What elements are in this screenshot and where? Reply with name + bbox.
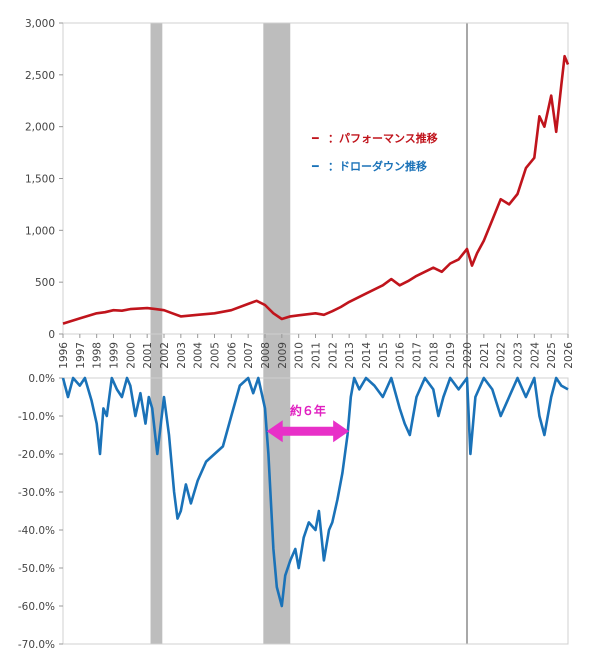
- xtick-label: 2023: [513, 342, 525, 369]
- annotation: 約６年: [266, 403, 350, 443]
- xtick-label: 2011: [311, 342, 323, 369]
- performance-line: [62, 54, 570, 325]
- legend-label: ：ドローダウン推移: [328, 159, 427, 173]
- grid: [62, 22, 569, 645]
- annotation-label: 約６年: [290, 403, 326, 418]
- xtick-label: 2017: [412, 342, 424, 369]
- xtick-label: 2022: [496, 342, 508, 369]
- xtick-label: 2024: [529, 342, 541, 369]
- bottom-ytick-label: -10.0%: [18, 411, 55, 423]
- top-plot-frame: [62, 22, 569, 335]
- xtick-label: 2001: [142, 342, 154, 369]
- xtick-label: 2016: [395, 342, 407, 369]
- xtick-label: 1998: [92, 342, 104, 369]
- axes: 0 500 1,000 1,500 2,000 2,500 3,000 0.0% -10.0% -…: [18, 18, 575, 651]
- legend-marker: ━: [311, 132, 319, 145]
- xtick-label: 2000: [125, 342, 137, 369]
- xtick-label: 2012: [327, 342, 339, 369]
- xtick-label: 2025: [546, 342, 558, 369]
- annotation-arrow-left-head: [266, 420, 283, 443]
- xtick-label: 1999: [109, 342, 121, 369]
- xtick-label: 2018: [428, 342, 440, 369]
- legend-marker: ━: [311, 160, 319, 173]
- top-ytick-label: 2,500: [25, 70, 55, 82]
- top-ytick-label: 0: [48, 329, 55, 341]
- xtick-label: 2026: [563, 342, 575, 369]
- top-ytick-label: 3,000: [25, 18, 55, 30]
- drawdown-line: [61, 376, 569, 608]
- xtick-label: 2009: [277, 342, 289, 369]
- xtick-label: 2013: [344, 342, 356, 369]
- xtick-label: 2006: [226, 342, 238, 369]
- xtick-label: 1997: [75, 342, 87, 369]
- top-ytick-label: 1,000: [25, 225, 55, 237]
- xtick-label: 2020: [462, 342, 474, 369]
- top-ytick-label: 500: [35, 277, 55, 289]
- xtick-label: 2004: [193, 342, 205, 369]
- xtick-label: 2010: [294, 342, 306, 369]
- bottom-ytick-label: -30.0%: [18, 487, 55, 499]
- bottom-ytick-label: -50.0%: [18, 563, 55, 575]
- xtick-label: 2021: [479, 342, 491, 369]
- xtick-label: 2002: [159, 342, 171, 369]
- xtick-label: 2007: [243, 342, 255, 369]
- legend-label: ：パフォーマンス推移: [328, 131, 438, 145]
- xtick-label: 2015: [378, 342, 390, 369]
- bottom-plot-frame: [62, 377, 569, 645]
- top-ytick-label: 1,500: [25, 174, 55, 186]
- bottom-ytick-label: -60.0%: [18, 601, 55, 613]
- xtick-label: 2008: [260, 342, 272, 369]
- top-ytick-label: 2,000: [25, 122, 55, 134]
- xtick-label: 2003: [176, 342, 188, 369]
- bottom-ytick-label: -40.0%: [18, 525, 55, 537]
- annotation-arrow-right-head: [333, 420, 350, 443]
- xtick-label: 2019: [445, 342, 457, 369]
- legend: ━ ：パフォーマンス推移 ━ ：ドローダウン推移: [311, 131, 438, 173]
- xtick-label: 2014: [361, 342, 373, 369]
- xtick-label: 1996: [58, 342, 70, 369]
- xtick-label: 2005: [210, 342, 222, 369]
- bottom-ytick-label: -20.0%: [18, 449, 55, 461]
- bottom-ytick-label: 0.0%: [28, 373, 55, 385]
- bottom-ytick-label: -70.0%: [18, 639, 55, 651]
- series-lines: [61, 54, 570, 608]
